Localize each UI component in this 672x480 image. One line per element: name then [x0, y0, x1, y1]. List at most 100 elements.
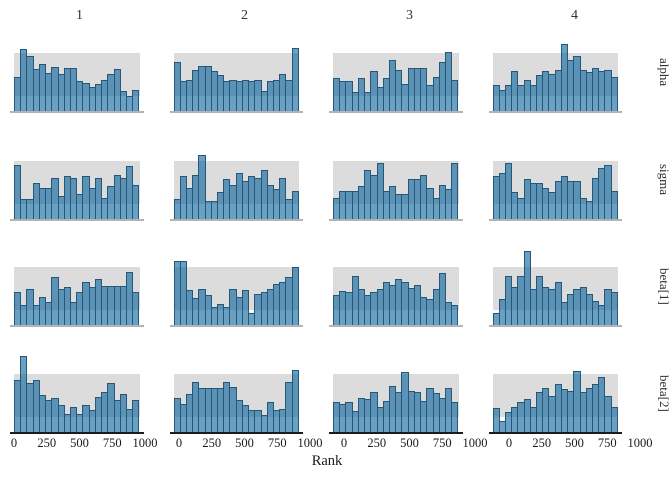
row-alpha: alpha	[0, 32, 672, 113]
column-header-chain-4: 4	[571, 8, 578, 23]
panel-beta1-chain-2	[169, 246, 303, 327]
tick-strip-chain-2: 0 250 500 750 1000	[175, 436, 323, 451]
x-tick-label: 500	[565, 436, 584, 450]
histogram-bar	[14, 165, 22, 220]
x-tick-label: 750	[597, 436, 617, 450]
histogram-bars	[14, 140, 140, 220]
histogram-bars	[492, 140, 619, 220]
histogram-bars	[492, 353, 619, 433]
baseline-axis	[10, 219, 144, 221]
column-headers: 1 2 3 4	[0, 7, 672, 25]
tick-strip-chain-1: 0 250 500 750 1000	[10, 436, 158, 451]
histogram-bar	[113, 68, 121, 112]
row-sigma: sigma	[0, 140, 672, 221]
baseline-axis	[10, 111, 144, 113]
histogram-bar	[610, 76, 618, 112]
histogram-bars	[173, 246, 300, 326]
histogram-bars	[14, 246, 140, 326]
histogram-bar	[241, 290, 250, 326]
histogram-bar	[492, 408, 500, 433]
tick-strip-chain-4: 0 250 500 750 1000	[505, 436, 653, 451]
panel-beta2-chain-2	[169, 353, 303, 434]
baseline-axis	[329, 111, 463, 113]
x-tick-label: 250	[202, 436, 222, 450]
histogram-bars	[492, 32, 619, 112]
row-label-beta1: beta[1]	[657, 267, 672, 305]
histogram-bar	[610, 191, 618, 220]
panel-beta1-chain-1	[10, 246, 144, 327]
x-tick-label: 0	[175, 436, 183, 450]
panel-sigma-chain-1	[10, 140, 144, 221]
histogram-bar	[132, 184, 140, 220]
histogram-bar	[504, 163, 513, 220]
histogram-bar	[291, 267, 299, 326]
x-tick-label: 750	[267, 436, 287, 450]
panel-beta2-chain-4	[488, 353, 622, 434]
x-tick-label: 0	[340, 436, 348, 450]
histogram-bar	[438, 272, 446, 326]
row-label-sigma: sigma	[657, 164, 672, 196]
histogram-bars	[333, 32, 459, 112]
histogram-bars	[173, 140, 300, 220]
x-tick-label: 1000	[462, 436, 488, 450]
baseline-axis	[169, 325, 303, 327]
panel-sigma-chain-2	[169, 140, 303, 221]
x-tick-label: 250	[37, 436, 57, 450]
panel-alpha-chain-2	[169, 32, 303, 113]
x-tick-label: 250	[367, 436, 387, 450]
x-tick-label: 500	[235, 436, 254, 450]
x-tick-label: 1000	[297, 436, 323, 450]
baseline-axis	[488, 325, 622, 327]
x-tick-label: 0	[505, 436, 513, 450]
x-tick-label: 500	[70, 436, 89, 450]
column-header-chain-2: 2	[241, 8, 248, 23]
panel-alpha-chain-3	[329, 32, 463, 113]
histogram-bar	[610, 407, 618, 433]
row-label-alpha: alpha	[657, 57, 672, 87]
histogram-bars	[14, 353, 140, 433]
panel-beta2-chain-3	[329, 353, 463, 434]
row-beta1: beta[1]	[0, 246, 672, 327]
x-tick-label: 750	[432, 436, 452, 450]
histogram-bars	[333, 140, 459, 220]
tick-strip-chain-3: 0 250 500 750 1000	[340, 436, 488, 451]
histogram-bars	[173, 353, 300, 433]
baseline-axis	[169, 111, 303, 113]
histogram-bar	[198, 155, 206, 220]
baseline-axis	[488, 111, 622, 113]
baseline-axis	[10, 432, 144, 434]
panel-beta1-chain-3	[329, 246, 463, 327]
column-header-chain-3: 3	[406, 8, 413, 23]
baseline-axis	[488, 219, 622, 221]
histogram-bar	[291, 191, 299, 220]
panel-sigma-chain-4	[488, 140, 622, 221]
baseline-axis	[169, 432, 303, 434]
histogram-bar	[451, 401, 459, 433]
baseline-axis	[169, 219, 303, 221]
x-tick-label: 250	[532, 436, 552, 450]
row-label-beta2: beta[2]	[657, 374, 672, 412]
panel-beta1-chain-4	[488, 246, 622, 327]
panel-sigma-chain-3	[329, 140, 463, 221]
histogram-bar	[291, 369, 299, 433]
x-tick-label: 0	[10, 436, 18, 450]
histogram-bars	[333, 353, 459, 433]
x-tick-label: 500	[400, 436, 419, 450]
baseline-axis	[10, 325, 144, 327]
histogram-bar	[451, 305, 459, 326]
histogram-bar	[523, 250, 531, 326]
baseline-axis	[329, 219, 463, 221]
x-axis-title: Rank	[311, 453, 343, 469]
baseline-axis	[329, 432, 463, 434]
row-beta2: beta[2]	[0, 353, 672, 434]
histogram-bar	[132, 291, 140, 326]
histogram-bar	[451, 79, 459, 112]
histogram-bars	[173, 32, 300, 112]
x-tick-label: 750	[102, 436, 122, 450]
histogram-bars	[333, 246, 459, 326]
column-header-chain-1: 1	[76, 8, 83, 23]
histogram-bar	[291, 48, 299, 112]
baseline-axis	[329, 325, 463, 327]
x-tick-label: 1000	[132, 436, 158, 450]
panel-alpha-chain-1	[10, 32, 144, 113]
